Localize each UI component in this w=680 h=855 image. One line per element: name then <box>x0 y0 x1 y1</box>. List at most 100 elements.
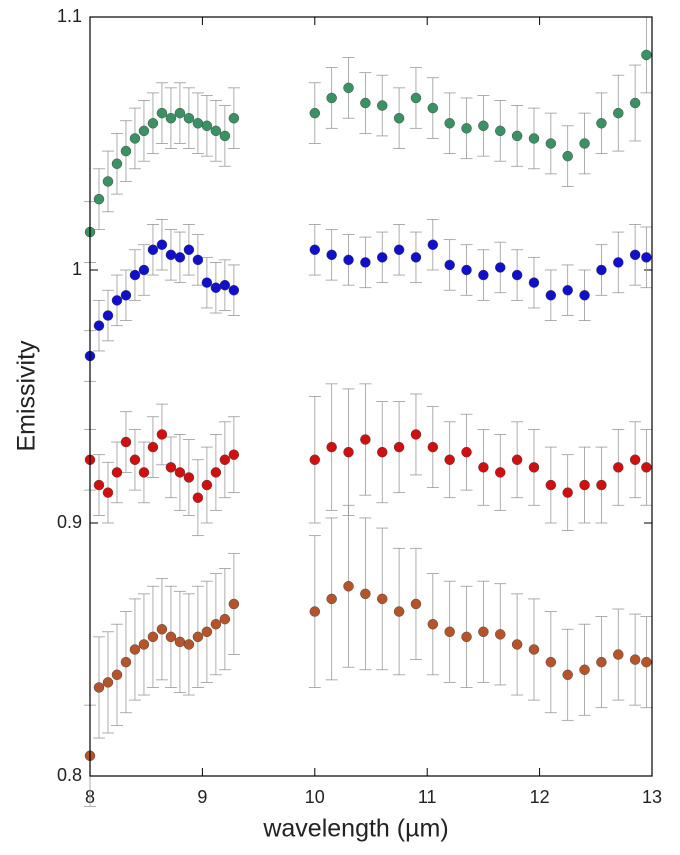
data-point <box>360 434 371 445</box>
data-point <box>219 130 231 142</box>
data-point <box>156 239 168 250</box>
data-point <box>613 462 624 473</box>
data-point <box>427 441 439 453</box>
data-point <box>228 112 240 124</box>
data-point <box>219 279 231 291</box>
x-tick-label: 9 <box>197 787 207 807</box>
data-point <box>393 112 405 124</box>
data-point <box>545 656 557 668</box>
data-point <box>511 269 523 281</box>
data-point <box>596 264 607 276</box>
data-point <box>93 320 105 331</box>
data-point <box>228 449 240 460</box>
data-point <box>201 277 213 288</box>
data-point <box>147 631 159 643</box>
data-point <box>461 264 472 276</box>
data-point <box>129 454 141 465</box>
data-point <box>111 158 123 169</box>
data-point <box>528 644 540 655</box>
data-point <box>478 626 489 637</box>
data-point <box>528 133 540 144</box>
data-point <box>102 310 114 321</box>
data-point <box>102 176 114 187</box>
data-point <box>165 631 177 643</box>
data-point <box>165 112 177 124</box>
data-point <box>343 581 354 592</box>
data-point <box>596 656 607 668</box>
data-point <box>528 277 540 288</box>
data-point <box>138 467 150 478</box>
data-point <box>393 244 405 255</box>
data-point <box>147 244 159 255</box>
data-point <box>545 290 557 301</box>
data-point <box>444 118 455 129</box>
data-point <box>129 133 141 144</box>
data-point <box>192 118 204 129</box>
data-point <box>138 639 150 650</box>
data-point <box>147 118 159 129</box>
data-point <box>613 257 624 268</box>
data-point <box>228 285 240 296</box>
x-tick-label: 11 <box>418 787 437 807</box>
data-point <box>93 193 105 205</box>
data-point <box>495 125 506 137</box>
data-point <box>579 664 590 675</box>
data-point <box>377 100 388 111</box>
data-point <box>377 593 388 605</box>
data-point <box>120 145 132 157</box>
data-point <box>641 252 652 263</box>
data-point <box>545 138 557 149</box>
data-point <box>129 269 141 281</box>
data-point <box>174 636 186 648</box>
data-point <box>579 138 590 149</box>
data-point <box>562 285 573 296</box>
data-point <box>309 107 320 119</box>
y-tick-label: 0.9 <box>57 512 82 532</box>
data-point <box>120 436 132 448</box>
data-point <box>478 120 489 131</box>
data-point <box>410 252 422 263</box>
data-point <box>579 479 590 491</box>
data-point <box>545 479 557 491</box>
data-point <box>427 619 439 630</box>
x-tick-label: 13 <box>642 787 662 807</box>
data-point <box>156 429 168 440</box>
data-point <box>478 462 489 473</box>
y-tick-label: 0.8 <box>57 765 82 785</box>
data-point <box>192 254 204 266</box>
data-point <box>393 441 405 453</box>
data-point <box>326 92 337 104</box>
x-tick-label: 10 <box>305 787 325 807</box>
data-point <box>613 107 624 119</box>
data-point <box>360 588 371 600</box>
data-point <box>511 639 523 650</box>
data-point <box>120 290 132 301</box>
y-tick-label: 1 <box>72 259 82 279</box>
data-point <box>129 644 141 655</box>
data-point <box>192 631 204 643</box>
data-point <box>326 593 337 605</box>
data-point <box>444 454 455 465</box>
data-point <box>156 107 168 119</box>
data-point <box>410 429 422 440</box>
data-point <box>183 639 195 650</box>
data-point <box>641 49 652 61</box>
data-point <box>210 467 222 478</box>
data-point <box>309 244 320 255</box>
data-point <box>343 82 354 94</box>
data-point <box>427 102 439 114</box>
y-axis-label: Emissivity <box>13 340 41 452</box>
y-tick-label: 1.1 <box>57 6 82 26</box>
data-point <box>138 125 150 137</box>
data-point <box>183 472 195 483</box>
data-point <box>201 120 213 131</box>
data-point <box>393 606 405 617</box>
data-point <box>343 254 354 266</box>
data-point <box>165 462 177 473</box>
data-point <box>629 454 641 465</box>
data-point <box>562 669 573 680</box>
data-point <box>309 606 320 617</box>
data-point <box>174 252 186 263</box>
data-point <box>210 282 222 293</box>
